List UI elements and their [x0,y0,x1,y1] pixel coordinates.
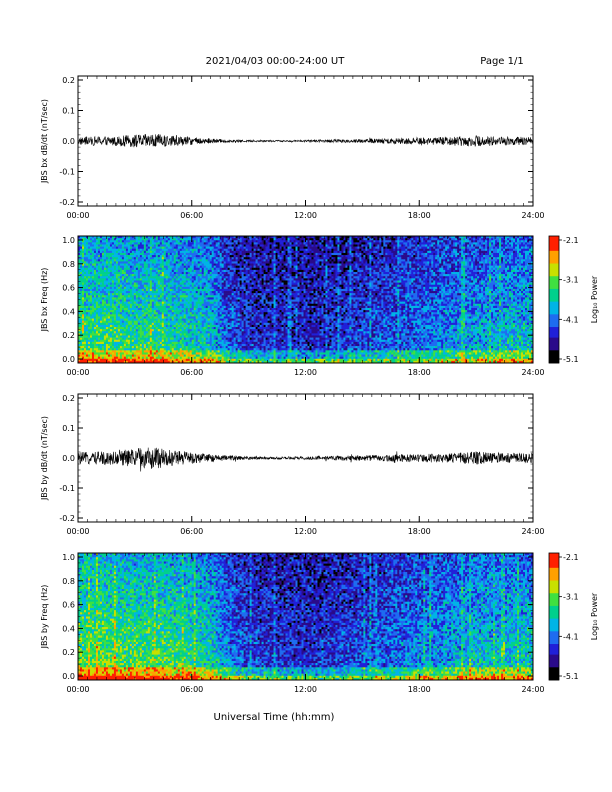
colorbar-tick-label: -3.1 [563,593,579,602]
panel-1: 00:00 06:00 12:00 18:00 24:00 0.2 0.1 0.0 -0.1 -0… [40,76,545,220]
y-tick-label: 0.6 [62,601,75,610]
y-tick-label: 0.2 [62,394,75,403]
y-tick-label: -0.2 [59,198,75,207]
y-tick-label: 0.2 [62,648,75,657]
figure-title: 2021/04/03 00:00-24:00 UT [206,56,346,67]
x-tick-label: 12:00 [294,368,317,377]
colorbar-label: Log₁₀ Power [590,592,599,640]
x-tick-label: 00:00 [66,368,89,377]
y-tick-label: 0.8 [62,260,75,269]
y-tick-label: 0.0 [62,355,75,364]
x-tick-label: 24:00 [521,211,544,220]
page-indicator: Page 1/1 [480,56,523,67]
y-tick-label: 0.2 [62,331,75,340]
colorbar-tick-label: -5.1 [563,672,579,681]
colorbar-tick-label: -4.1 [563,632,579,641]
spectrogram-cells [78,236,533,363]
x-tick-label: 18:00 [408,211,431,220]
y-tick-label: 1.0 [62,553,75,562]
x-tick-label: 24:00 [521,368,544,377]
panel-3: 00:00 06:00 12:00 18:00 24:00 0.2 0.1 0.0 -0.1 -0… [40,394,545,536]
x-tick-label: 12:00 [294,211,317,220]
y-axis-label: JBS bx dB/dt (nT/sec) [40,99,49,184]
x-tick-label: 00:00 [66,685,89,694]
x-tick-label: 06:00 [180,527,203,536]
x-tick-label: 00:00 [66,211,89,220]
colorbar-label: Log₁₀ Power [590,275,599,323]
x-tick-label: 18:00 [408,368,431,377]
colorbar-tick-label: -2.1 [563,236,579,245]
x-tick-label: 12:00 [294,685,317,694]
y-tick-label: 0.0 [62,672,75,681]
y-tick-label: 0.1 [62,424,75,433]
spectrogram-cells [78,553,533,680]
y-tick-label: 0.4 [62,307,75,316]
x-tick-label: 00:00 [66,527,89,536]
panel-4: -2.1 -3.1 -4.1 -5.1 Log₁₀ Power 00:00 06:00 12:… [40,553,599,694]
x-tick-label: 12:00 [294,527,317,536]
x-tick-label: 06:00 [180,685,203,694]
y-tick-label: 0.1 [62,107,75,116]
y-tick-label: -0.1 [59,168,75,177]
colorbar-tick-label: -5.1 [563,355,579,364]
y-tick-label: -0.2 [59,514,75,523]
y-tick-label: 0.0 [62,454,75,463]
colorbar-tick-label: -4.1 [563,315,579,324]
y-axis-label: JBS by Freq (Hz) [40,585,49,650]
x-tick-label: 18:00 [408,527,431,536]
y-tick-label: 0.4 [62,624,75,633]
y-axis-label: JBS bx Freq (Hz) [40,268,49,333]
y-tick-label: 0.8 [62,577,75,586]
colorbar-tick-label: -2.1 [563,553,579,562]
panel-2: -2.1 -3.1 -4.1 -5.1 Log₁₀ Power 00:00 06:00 12:… [40,236,599,377]
x-tick-label: 06:00 [180,368,203,377]
y-tick-label: 0.0 [62,137,75,146]
trace-line [78,448,533,472]
x-tick-label: 06:00 [180,211,203,220]
y-tick-label: -0.1 [59,484,75,493]
y-tick-label: 0.2 [62,76,75,85]
y-axis-label: JBS by dB/dt (nT/sec) [40,416,49,501]
x-tick-label: 24:00 [521,527,544,536]
x-tick-label: 18:00 [408,685,431,694]
y-tick-label: 0.6 [62,284,75,293]
x-axis-title: Universal Time (hh:mm) [214,712,335,723]
colorbar: -2.1 -3.1 -4.1 -5.1 Log₁₀ Power [549,236,599,364]
trace-line [78,134,533,147]
x-tick-label: 24:00 [521,685,544,694]
colorbar-tick-label: -3.1 [563,276,579,285]
y-tick-label: 1.0 [62,236,75,245]
colorbar: -2.1 -3.1 -4.1 -5.1 Log₁₀ Power [549,553,599,681]
